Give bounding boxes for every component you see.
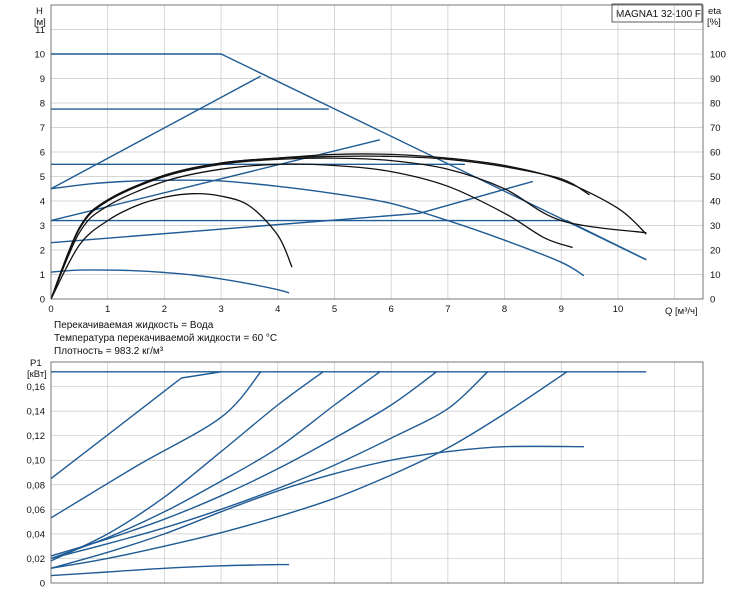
power-chart-frame [50, 361, 704, 584]
performance-curve [50, 371, 324, 562]
x-tick-label: 9 [559, 304, 564, 315]
eta-tick-label: 30 [710, 221, 721, 232]
model-title: MAGNA1 32-100 F [616, 9, 701, 20]
y-tick-label: 11 [35, 25, 45, 36]
x-tick-label: 4 [275, 304, 280, 315]
eta-tick-label: 40 [710, 197, 721, 208]
eta-tick-label: 90 [710, 74, 721, 85]
head-chart-ticks: 0 1 2 3 4 5 6 7 8 9 10 11 0 10 20 30 40 50 60 70 80 90 100 0 1 2 3… [34, 25, 725, 315]
y-tick-label: 0,10 [27, 456, 46, 467]
y-tick-label: 10 [34, 50, 45, 61]
y-tick-label: 0,02 [27, 554, 46, 565]
efficiency-curve [50, 163, 573, 300]
eta-tick-label: 50 [710, 172, 721, 183]
power-axis-unit: [кВт] [27, 369, 47, 380]
y-tick-label: 9 [40, 74, 45, 85]
eta-tick-label: 10 [710, 270, 721, 281]
x-tick-label: 8 [502, 304, 507, 315]
efficiency-curve [50, 192, 293, 300]
eta-tick-label: 20 [710, 246, 721, 257]
x-tick-label: 10 [613, 304, 624, 315]
power-chart-grid [51, 362, 703, 583]
power-chart-ticks: 0 0,02 0,04 0,06 0,08 0,10 0,12 0,14 0,16 [27, 382, 46, 589]
y-tick-label: 1 [40, 270, 45, 281]
x-tick-label: 0 [48, 304, 53, 315]
performance-curve [50, 180, 534, 244]
y-tick-label: 0,08 [27, 480, 46, 491]
x-tick-label: 2 [162, 304, 167, 315]
performance-curve [51, 53, 647, 261]
head-chart-grid [51, 5, 703, 299]
performance-curve [50, 371, 381, 560]
eta-tick-label: 0 [710, 295, 715, 306]
y-tick-label: 0 [40, 579, 45, 590]
y-tick-label: 0,16 [27, 382, 46, 393]
x-tick-label: 1 [105, 304, 110, 315]
eta-tick-label: 60 [710, 148, 721, 159]
efficiency-curve [50, 155, 590, 300]
y-tick-label: 0,14 [27, 407, 46, 418]
y-tick-label: 4 [40, 197, 45, 208]
performance-curve [50, 445, 584, 569]
performance-curve [50, 371, 222, 480]
x-tick-label: 7 [445, 304, 450, 315]
eta-tick-label: 80 [710, 99, 721, 110]
eta-axis-label: eta [708, 6, 722, 17]
note-fluid: Перекачиваемая жидкость = Вода [54, 320, 214, 331]
head-chart-series [50, 53, 647, 300]
performance-curve [50, 75, 262, 190]
y-tick-label: 8 [40, 99, 45, 110]
head-axis-unit: [м] [34, 17, 46, 28]
x-tick-label: 3 [218, 304, 223, 315]
performance-curve [50, 371, 262, 519]
eta-axis-unit: [%] [707, 17, 721, 28]
y-tick-label: 0,06 [27, 505, 46, 516]
power-axis-label: P1 [30, 358, 42, 369]
note-temperature: Температура перекачиваемой жидкости = 60… [54, 333, 277, 344]
performance-curve [50, 179, 585, 277]
performance-curve [50, 371, 568, 569]
power-chart-series [50, 371, 647, 577]
performance-curve [50, 371, 489, 560]
y-tick-label: 0 [40, 295, 45, 306]
y-tick-label: 0,04 [27, 529, 46, 540]
x-tick-label: 5 [332, 304, 337, 315]
head-chart-frame [50, 4, 704, 300]
y-tick-label: 6 [40, 148, 45, 159]
efficiency-curve [50, 153, 647, 300]
y-tick-label: 0,12 [27, 431, 46, 442]
y-tick-label: 2 [40, 246, 45, 257]
eta-tick-label: 100 [710, 50, 726, 61]
x-tick-label: 6 [389, 304, 394, 315]
performance-curve [50, 371, 437, 557]
performance-curve [51, 219, 647, 261]
performance-curve [50, 563, 290, 577]
flow-axis-label: Q [м³/ч] [665, 306, 698, 317]
note-density: Плотность = 983.2 кг/м³ [54, 346, 164, 357]
y-tick-label: 5 [40, 172, 45, 183]
head-axis-label: H [36, 6, 43, 17]
eta-tick-label: 70 [710, 123, 721, 134]
y-tick-label: 7 [40, 123, 45, 134]
performance-curve [50, 269, 290, 294]
y-tick-label: 3 [40, 221, 45, 232]
model-title-box [611, 3, 703, 23]
